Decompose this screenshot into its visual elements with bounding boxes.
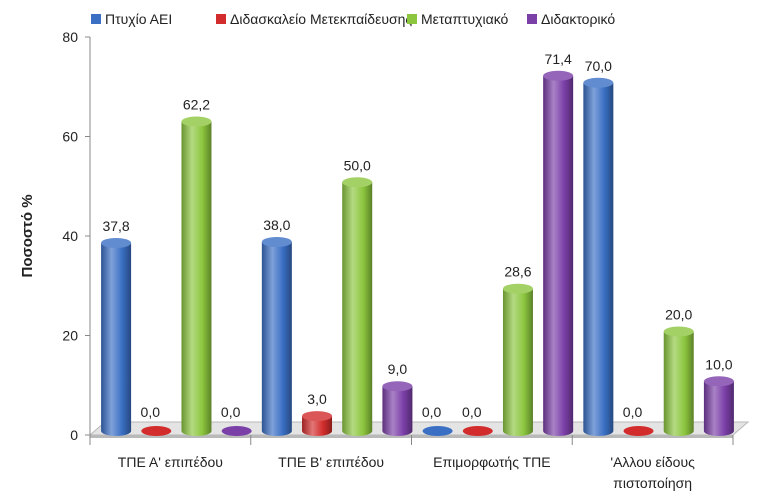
bar-body (543, 75, 574, 437)
bar-top (382, 381, 413, 392)
bar (221, 426, 252, 436)
data-label: 71,4 (545, 51, 572, 67)
bar-body (261, 241, 292, 437)
bar (261, 236, 292, 437)
bar-top (302, 411, 333, 422)
y-tick-label: 0 (70, 427, 78, 443)
x-tick-label: 'Αλλου είδους (610, 454, 695, 470)
data-label: 0,0 (221, 404, 241, 420)
bar (181, 116, 212, 437)
bar-body (382, 386, 413, 437)
bar-body (342, 182, 373, 437)
data-labels: 37,8 0,0 62,2 0,0 38,0 3,0 50,0 9,0 0,0 0,0 28,6 71… (102, 51, 732, 420)
legend-label: Διδακτορικό (541, 11, 615, 27)
bar (623, 426, 654, 436)
bar (422, 426, 453, 436)
bar-top (342, 177, 373, 188)
y-tick-label: 60 (62, 129, 78, 145)
data-label: 38,0 (263, 217, 290, 233)
legend-swatch (91, 14, 101, 24)
bar (703, 376, 734, 437)
legend-swatch (527, 14, 537, 24)
bars (101, 70, 734, 437)
y-axis-title: Ποσοστό % (19, 194, 36, 277)
bar-body (663, 331, 694, 437)
y-tick-label: 80 (62, 29, 78, 45)
bar (583, 77, 614, 437)
data-label: 0,0 (141, 404, 161, 420)
bar-top (502, 283, 533, 294)
x-tick-label: πιστοποίηση (613, 475, 692, 491)
bar-body (302, 416, 333, 437)
data-label: 3,0 (307, 391, 327, 407)
bar-top (543, 70, 574, 81)
bar-top (703, 376, 734, 387)
data-label: 70,0 (585, 58, 612, 74)
bar-flat (623, 426, 654, 436)
axes: 0 20 40 60 80 Ποσοστό % ΤΠΕ Α' επιπέδου ΤΠΕ Β' … (19, 29, 734, 491)
legend: Πτυχίο ΑΕΙ Διδασκαλείο Μετεκπαίδευσης Μετα… (91, 11, 615, 27)
bar (302, 411, 333, 437)
bar-top (663, 326, 694, 337)
bar (141, 426, 172, 436)
data-label: 0,0 (623, 404, 643, 420)
legend-item: Πτυχίο ΑΕΙ (91, 11, 172, 27)
legend-item: Μεταπτυχιακό (407, 11, 509, 27)
bar-top (261, 236, 292, 247)
bar-body (101, 242, 132, 437)
data-label: 0,0 (462, 404, 482, 420)
x-tick-label: Επιμορφωτής ΤΠΕ (433, 454, 550, 470)
bar-top (583, 77, 614, 88)
bar-flat (422, 426, 453, 436)
data-label: 0,0 (422, 404, 442, 420)
bar-flat (462, 426, 493, 436)
legend-swatch (407, 14, 417, 24)
bar-top (101, 237, 132, 248)
legend-item: Διδασκαλείο Μετεκπαίδευσης (216, 11, 412, 27)
data-label: 37,8 (102, 218, 129, 234)
x-tick-label: ΤΠΕ Α' επιπέδου (118, 454, 223, 470)
data-label: 20,0 (665, 307, 692, 323)
legend-item: Διδακτορικό (527, 11, 615, 27)
bar-flat (221, 426, 252, 436)
bar-body (181, 121, 212, 437)
bar-body (583, 82, 614, 437)
bar-flat (141, 426, 172, 436)
legend-label: Μεταπτυχιακό (421, 11, 509, 27)
legend-label: Διδασκαλείο Μετεκπαίδευσης (230, 11, 412, 27)
legend-swatch (216, 14, 226, 24)
x-tick-label: ΤΠΕ Β' επιπέδου (278, 454, 384, 470)
bar (382, 381, 413, 437)
bar (462, 426, 493, 436)
bar (101, 237, 132, 437)
y-tick-label: 20 (62, 328, 78, 344)
data-label: 10,0 (705, 356, 732, 372)
bar (342, 177, 373, 437)
data-label: 62,2 (183, 97, 210, 113)
bar (663, 326, 694, 437)
data-label: 28,6 (504, 264, 531, 280)
legend-label: Πτυχίο ΑΕΙ (105, 11, 172, 27)
bar (543, 70, 574, 437)
y-tick-label: 40 (62, 228, 78, 244)
data-label: 50,0 (344, 157, 371, 173)
bar-top (181, 116, 212, 127)
bar-body (703, 381, 734, 437)
bar (502, 283, 533, 437)
data-label: 9,0 (388, 361, 408, 377)
bar-body (502, 288, 533, 437)
